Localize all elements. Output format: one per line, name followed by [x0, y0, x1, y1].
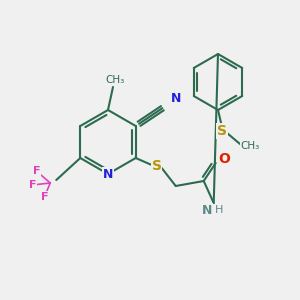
- Text: F: F: [40, 192, 48, 202]
- Text: S: S: [152, 159, 162, 173]
- Text: O: O: [218, 152, 230, 166]
- Text: CH₃: CH₃: [240, 141, 260, 151]
- Text: N: N: [103, 167, 113, 181]
- Text: N: N: [202, 203, 212, 217]
- Text: H: H: [214, 205, 223, 215]
- Text: F: F: [28, 180, 36, 190]
- Text: CH₃: CH₃: [105, 75, 124, 85]
- Text: N: N: [170, 92, 181, 106]
- Text: S: S: [217, 124, 227, 138]
- Text: F: F: [32, 166, 40, 176]
